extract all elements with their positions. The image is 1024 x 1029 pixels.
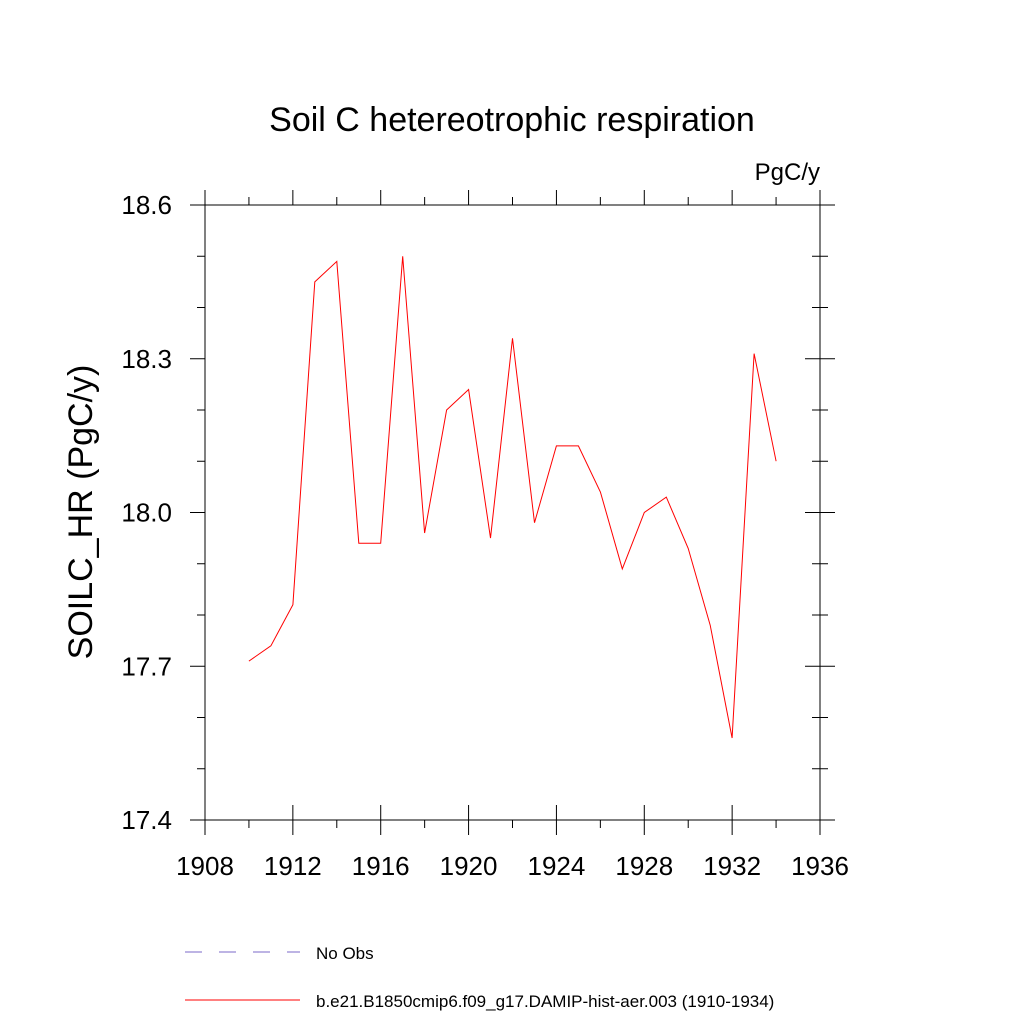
legend-label: b.e21.B1850cmip6.f09_g17.DAMIP-hist-aer.… — [316, 992, 774, 1011]
x-tick-label: 1916 — [352, 851, 410, 881]
y-tick-labels: 17.4 17.7 18.0 18.3 18.6 — [121, 190, 172, 835]
major-ticks — [190, 190, 835, 835]
series-layer — [248, 256, 777, 739]
plot-frame — [204, 204, 821, 821]
series-line — [248, 256, 777, 739]
x-tick-labels: 1908 1912 1916 1920 1924 1928 1932 1936 — [176, 851, 849, 881]
y-tick-label: 18.0 — [121, 498, 172, 528]
y-axis-label: SOILC_HR (PgC/y) — [62, 365, 100, 660]
minor-ticks — [197, 197, 828, 828]
y-tick-label: 17.4 — [121, 805, 172, 835]
x-tick-label: 1936 — [791, 851, 849, 881]
legend: No Obs b.e21.B1850cmip6.f09_g17.DAMIP-his… — [185, 944, 774, 1011]
legend-label: No Obs — [316, 944, 374, 963]
y-tick-label: 17.7 — [121, 651, 172, 681]
x-tick-label: 1928 — [615, 851, 673, 881]
y-tick-label: 18.6 — [121, 190, 172, 220]
x-tick-label: 1932 — [703, 851, 761, 881]
x-tick-label: 1924 — [528, 851, 586, 881]
x-tick-label: 1908 — [176, 851, 234, 881]
y-tick-label: 18.3 — [121, 344, 172, 374]
chart-title: Soil C hetereotrophic respiration — [269, 101, 755, 139]
x-tick-label: 1912 — [264, 851, 322, 881]
x-tick-label: 1920 — [440, 851, 498, 881]
units-label: PgC/y — [755, 159, 820, 186]
